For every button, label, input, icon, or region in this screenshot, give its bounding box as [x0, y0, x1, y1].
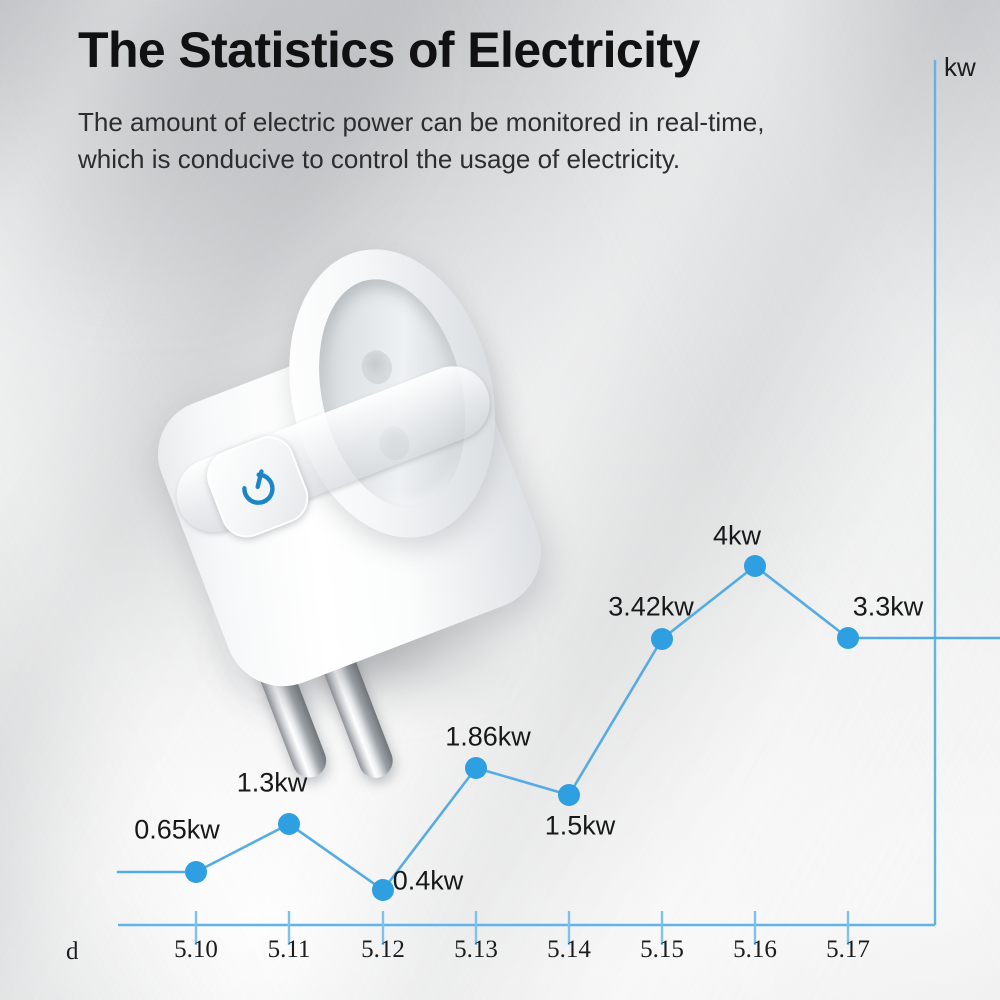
x-tick-label: 5.12: [361, 936, 405, 963]
page-subtitle: The amount of electric power can be moni…: [78, 104, 878, 178]
page-title: The Statistics of Electricity: [78, 22, 700, 78]
page-subtitle-line-2: which is conducive to control the usage …: [78, 143, 681, 174]
x-tick-label: 5.10: [174, 936, 218, 963]
page-subtitle-line-1: The amount of electric power can be moni…: [78, 107, 765, 137]
data-point-label: 1.86kw: [445, 721, 531, 752]
product-rotation-group: [13, 143, 736, 866]
data-point-label: 1.3kw: [236, 767, 308, 798]
data-point-label: 3.3kw: [852, 591, 924, 622]
x-tick-label: 5.17: [826, 936, 870, 963]
x-axis-label: d: [66, 938, 79, 965]
x-tick-label: 5.13: [454, 936, 498, 963]
y-axis-label: kw: [944, 52, 976, 82]
x-tick-label: 5.15: [640, 936, 684, 963]
x-tick-label: 5.14: [547, 936, 591, 963]
data-point-label: 1.5kw: [544, 810, 616, 841]
series-polyline: [116, 564, 1000, 892]
smart-plug-product-image: [95, 225, 655, 785]
x-axis-ticks: [194, 911, 850, 945]
data-point-label: 0.4kw: [392, 865, 464, 896]
data-point-label: 4kw: [712, 520, 762, 551]
x-tick-label: 5.16: [733, 936, 777, 963]
x-tick-label: 5.11: [267, 936, 311, 963]
power-button[interactable]: [199, 428, 316, 545]
data-point-label: 3.42kw: [608, 591, 694, 622]
series-markers: [185, 555, 859, 901]
data-point-label: 0.65kw: [134, 814, 220, 845]
power-icon: [242, 469, 275, 505]
